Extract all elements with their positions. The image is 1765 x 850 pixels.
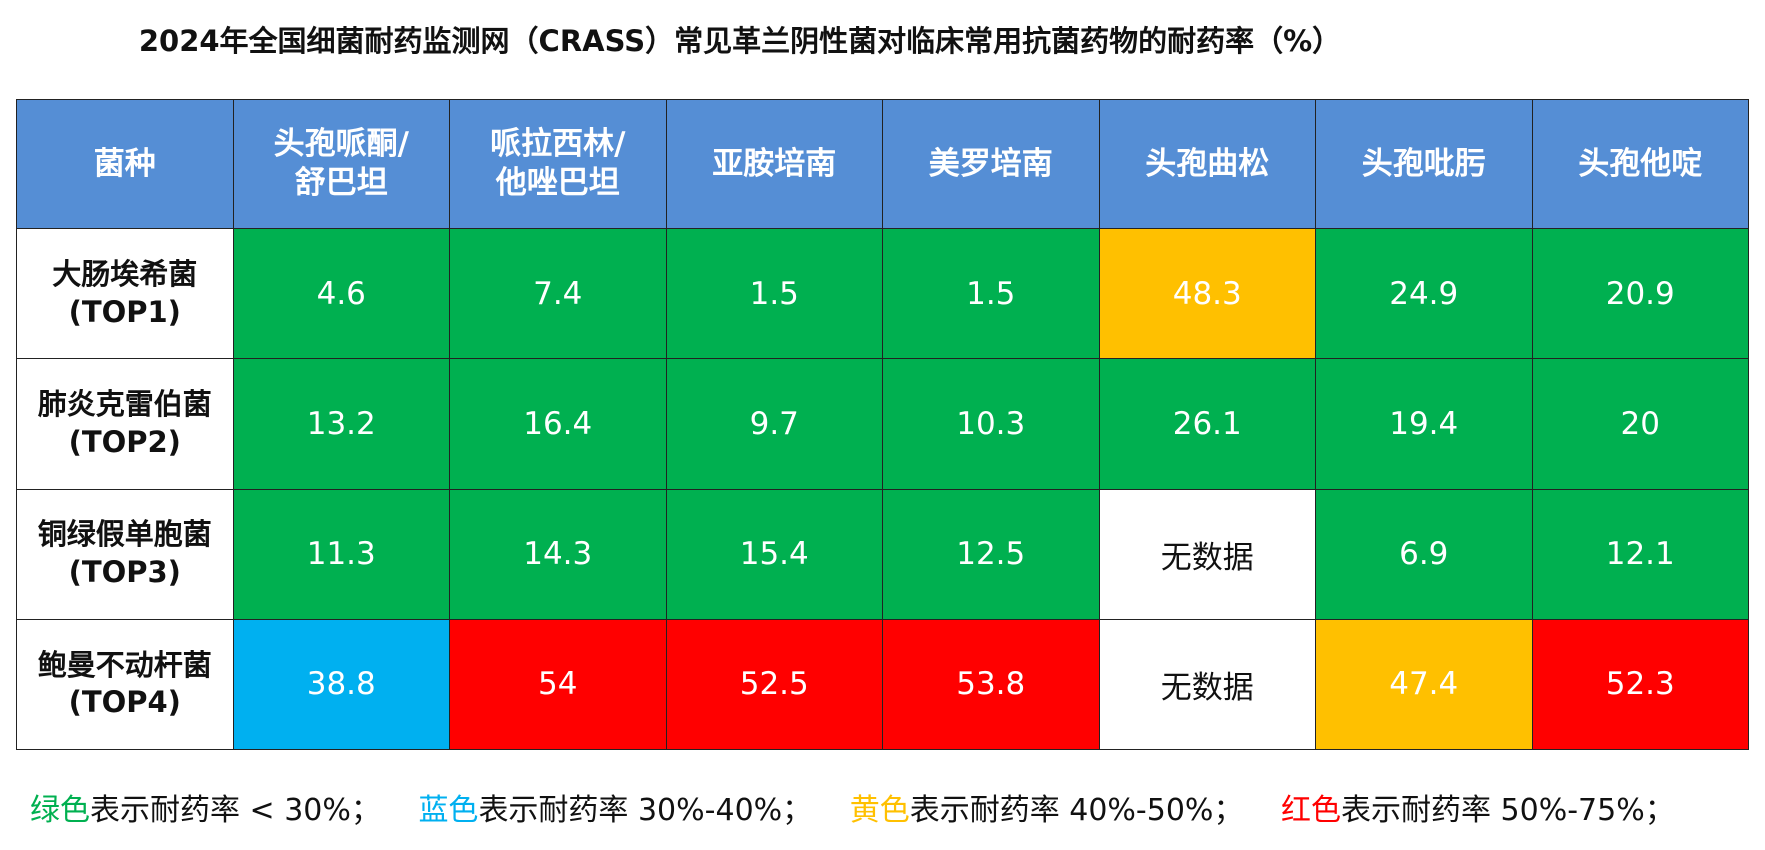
header-row: 菌种 头孢哌酮/舒巴坦 哌拉西林/他唑巴坦 亚胺培南 美罗培南 头孢曲松 头孢吡… bbox=[16, 99, 1749, 229]
resistance-cell: 无数据 bbox=[1098, 618, 1316, 751]
resistance-cell: 7.4 bbox=[449, 227, 667, 360]
resistance-cell: 4.6 bbox=[232, 227, 450, 360]
legend-item-red: 红色表示耐药率 50%-75%； bbox=[1281, 793, 1675, 828]
resistance-cell: 15.4 bbox=[665, 488, 883, 620]
resistance-cell: 19.4 bbox=[1315, 358, 1533, 490]
drug-header: 亚胺培南 bbox=[665, 99, 883, 229]
drug-header-line2: 他唑巴坦 bbox=[495, 165, 620, 201]
legend-text: 表示耐药率 40%-50%； bbox=[909, 793, 1244, 828]
table-row: 铜绿假单胞菌 (TOP3) 11.3 14.3 15.4 12.5 无数据 6.9 12.1 bbox=[16, 488, 1749, 620]
legend-item-blue: 蓝色表示耐药率 30%-40%； bbox=[418, 793, 812, 828]
bacteria-label: 肺炎克雷伯菌 (TOP2) bbox=[16, 358, 234, 490]
bacteria-name: 大肠埃希菌 bbox=[52, 256, 198, 291]
table-row: 鲍曼不动杆菌 (TOP4) 38.8 54 52.5 53.8 无数据 47.4 52.3 bbox=[16, 618, 1749, 751]
drug-header-line1: 美罗培南 bbox=[928, 145, 1053, 182]
bacteria-rank: (TOP2) bbox=[68, 424, 181, 459]
resistance-cell: 无数据 bbox=[1098, 488, 1316, 620]
color-legend: 绿色表示耐药率 < 30%； 蓝色表示耐药率 30%-40%； 黄色表示耐药率 … bbox=[30, 785, 1703, 829]
table-body: 大肠埃希菌 (TOP1) 4.6 7.4 1.5 1.5 48.3 24.9 20.9 肺炎克雷伯… bbox=[16, 227, 1749, 751]
resistance-cell: 52.5 bbox=[665, 618, 883, 751]
resistance-cell: 1.5 bbox=[665, 227, 883, 360]
resistance-cell: 10.3 bbox=[882, 358, 1100, 490]
resistance-cell: 47.4 bbox=[1315, 618, 1533, 751]
drug-header-line1: 头孢他啶 bbox=[1578, 145, 1703, 182]
legend-item-green: 绿色表示耐药率 < 30%； bbox=[30, 793, 381, 828]
drug-header-line1: 哌拉西林/ bbox=[490, 126, 626, 163]
legend-color-word: 黄色 bbox=[849, 793, 910, 828]
resistance-cell: 26.1 bbox=[1098, 358, 1316, 490]
resistance-cell: 38.8 bbox=[232, 618, 450, 751]
resistance-cell: 14.3 bbox=[449, 488, 667, 620]
bacteria-rank: (TOP1) bbox=[68, 294, 181, 329]
resistance-cell: 24.9 bbox=[1315, 227, 1533, 360]
bacteria-rank: (TOP4) bbox=[68, 685, 181, 720]
resistance-cell: 48.3 bbox=[1098, 227, 1316, 360]
bacteria-label: 铜绿假单胞菌 (TOP3) bbox=[16, 488, 234, 620]
resistance-cell: 53.8 bbox=[882, 618, 1100, 751]
drug-header-line2: 舒巴坦 bbox=[294, 165, 388, 201]
legend-text: 表示耐药率 30%-40%； bbox=[478, 793, 813, 828]
table-row: 大肠埃希菌 (TOP1) 4.6 7.4 1.5 1.5 48.3 24.9 20.9 bbox=[16, 227, 1749, 360]
resistance-table: 菌种 头孢哌酮/舒巴坦 哌拉西林/他唑巴坦 亚胺培南 美罗培南 头孢曲松 头孢吡… bbox=[16, 99, 1749, 751]
legend-text: 表示耐药率 < 30%； bbox=[90, 793, 381, 828]
resistance-cell: 13.2 bbox=[232, 358, 450, 490]
bacteria-rank: (TOP3) bbox=[68, 555, 181, 590]
drug-header-line1: 头孢吡肟 bbox=[1361, 145, 1486, 182]
drug-header: 头孢他啶 bbox=[1531, 99, 1749, 229]
chart-title: 2024年全国细菌耐药监测网（CRASS）常见革兰阴性菌对临床常用抗菌药物的耐药… bbox=[138, 24, 1342, 58]
legend-item-yellow: 黄色表示耐药率 40%-50%； bbox=[850, 793, 1244, 828]
drug-header: 哌拉西林/他唑巴坦 bbox=[449, 99, 667, 229]
drug-header-line1: 头孢哌酮/ bbox=[273, 126, 409, 163]
legend-text: 表示耐药率 50%-75%； bbox=[1341, 793, 1675, 828]
resistance-cell: 12.1 bbox=[1531, 488, 1749, 620]
bacteria-name: 铜绿假单胞菌 bbox=[37, 517, 212, 552]
drug-header-line1: 亚胺培南 bbox=[712, 145, 837, 182]
legend-color-word: 蓝色 bbox=[418, 793, 479, 828]
drug-header: 美罗培南 bbox=[882, 99, 1100, 229]
resistance-cell: 20.9 bbox=[1531, 227, 1749, 360]
resistance-cell: 54 bbox=[449, 618, 667, 751]
resistance-cell: 52.3 bbox=[1531, 618, 1749, 751]
drug-header-line1: 头孢曲松 bbox=[1145, 145, 1270, 182]
resistance-cell: 1.5 bbox=[882, 227, 1100, 360]
resistance-cell: 12.5 bbox=[882, 488, 1100, 620]
drug-header: 头孢曲松 bbox=[1098, 99, 1316, 229]
legend-color-word: 绿色 bbox=[30, 793, 90, 828]
drug-header: 头孢哌酮/舒巴坦 bbox=[232, 99, 450, 229]
table-row: 肺炎克雷伯菌 (TOP2) 13.2 16.4 9.7 10.3 26.1 19.4 20 bbox=[16, 358, 1749, 490]
resistance-cell: 9.7 bbox=[665, 358, 883, 490]
resistance-cell: 16.4 bbox=[449, 358, 667, 490]
bacteria-name: 肺炎克雷伯菌 bbox=[37, 387, 212, 422]
bacteria-label: 大肠埃希菌 (TOP1) bbox=[16, 227, 234, 360]
bacteria-label: 鲍曼不动杆菌 (TOP4) bbox=[16, 618, 234, 751]
resistance-cell: 20 bbox=[1531, 358, 1749, 490]
bacteria-name: 鲍曼不动杆菌 bbox=[37, 647, 212, 682]
drug-header: 头孢吡肟 bbox=[1315, 99, 1533, 229]
resistance-cell: 11.3 bbox=[232, 488, 450, 620]
resistance-cell: 6.9 bbox=[1315, 488, 1533, 620]
header-corner: 菌种 bbox=[16, 99, 234, 229]
legend-color-word: 红色 bbox=[1281, 793, 1341, 828]
